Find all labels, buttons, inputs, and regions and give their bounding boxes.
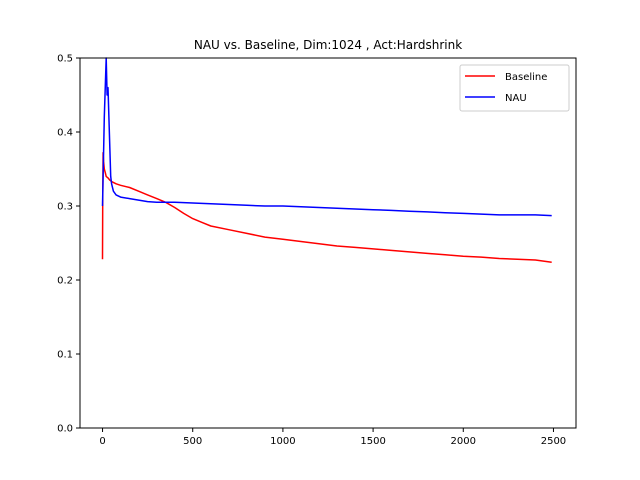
y-tick-label: 0.0	[57, 424, 73, 435]
y-tick-label: 0.4	[57, 128, 73, 139]
x-tick-label: 1500	[360, 436, 385, 447]
x-tick-label: 500	[183, 436, 202, 447]
x-tick-label: 2000	[451, 436, 476, 447]
y-tick-label: 0.5	[57, 54, 73, 65]
series-line-nau	[101, 57, 552, 217]
x-tick-label: 1000	[270, 436, 295, 447]
series-layer	[101, 57, 552, 263]
x-tick-label: 2500	[541, 436, 566, 447]
y-tick-label: 0.3	[57, 202, 73, 213]
y-tick-label: 0.1	[57, 350, 73, 361]
series-line-baseline	[101, 151, 552, 263]
y-tick-label: 0.2	[57, 276, 73, 287]
chart-title: NAU vs. Baseline, Dim:1024 , Act:Hardshr…	[194, 38, 462, 52]
x-tick-label: 0	[99, 436, 105, 447]
y-axis: 0.0 0.1 0.2 0.3 0.4 0.5	[57, 54, 80, 435]
plot-frame	[79, 57, 577, 429]
legend: Baseline NAU	[459, 64, 570, 112]
legend-label-baseline: Baseline	[505, 72, 547, 83]
x-axis: 0 500 1000 1500 2000 2500	[99, 428, 566, 447]
legend-label-nau: NAU	[505, 93, 527, 104]
